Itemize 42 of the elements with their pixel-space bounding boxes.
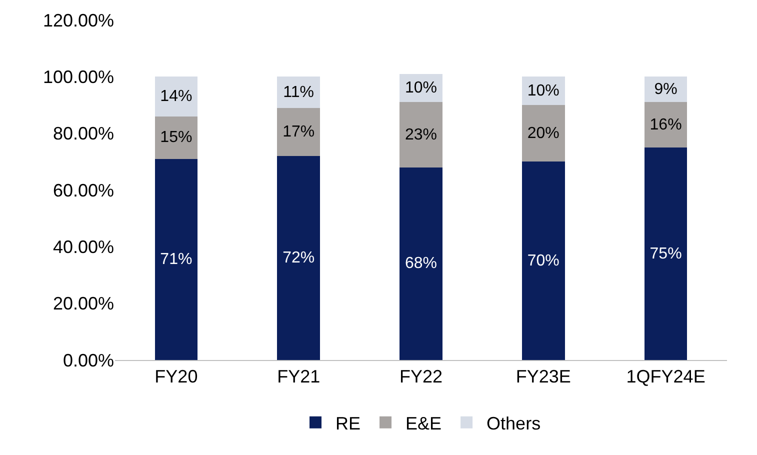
bar [277, 156, 320, 360]
data-label: 9% [654, 80, 678, 98]
data-label: 14% [160, 88, 192, 105]
bar [522, 162, 565, 360]
x-tick-label: 1QFY24E [626, 366, 706, 387]
data-label: 10% [404, 80, 438, 96]
data-label: 68% [404, 255, 438, 272]
bar [277, 108, 320, 156]
y-tick-label: 60.00% [52, 180, 114, 200]
bar [644, 148, 688, 360]
bar [154, 76, 198, 116]
legend-label: Others [486, 413, 541, 434]
x-tick-label: FY21 [277, 366, 320, 387]
data-label: 16% [650, 116, 682, 134]
y-tick-label: 0.00% [62, 350, 114, 370]
legend-label: E&E [406, 413, 442, 434]
data-label: 23% [404, 126, 438, 144]
data-label: 11% [283, 84, 314, 101]
data-label: 20% [527, 124, 560, 142]
x-tick-label: FY20 [154, 366, 198, 387]
data-label: 10% [527, 82, 560, 100]
data-label: 17% [282, 123, 315, 140]
x-tick-label: FY22 [399, 366, 443, 387]
data-label: 70% [527, 252, 560, 270]
data-label: 75% [650, 245, 682, 262]
y-tick-label: 20.00% [52, 294, 114, 314]
bar [154, 158, 198, 360]
bar [522, 105, 565, 162]
y-tick-label: 80.00% [52, 124, 114, 144]
bar [277, 76, 320, 108]
legend-label: RE [336, 413, 361, 434]
data-label: 72% [282, 250, 315, 266]
y-tick-label: 100.00% [42, 66, 114, 87]
bar [154, 116, 198, 159]
data-label: 15% [160, 129, 192, 146]
x-tick-label: FY23E [516, 366, 571, 387]
bar [400, 102, 442, 168]
bar [400, 167, 442, 360]
y-tick-label: 120.00% [42, 10, 114, 30]
bar [644, 102, 688, 148]
y-tick-label: 40.00% [52, 236, 114, 257]
data-label: 71% [160, 250, 192, 268]
